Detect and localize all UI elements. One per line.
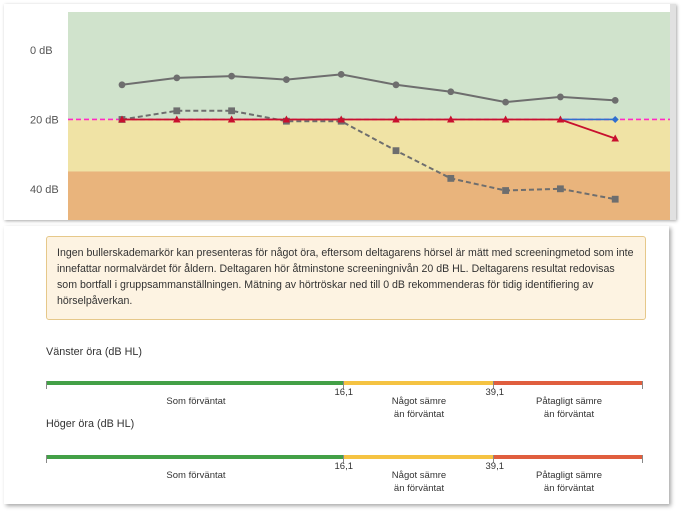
data-point-upper <box>228 72 236 80</box>
scale-tick <box>343 381 344 389</box>
left-ear-scale: 16,1 39,1 Som förväntat Något sämre än f… <box>46 381 643 441</box>
data-point-upper <box>447 88 455 96</box>
data-point-lower <box>392 147 400 155</box>
zone-mild <box>68 119 670 172</box>
right-ear-zone-expected-label: Som förväntat <box>166 470 226 481</box>
zone-reduced <box>68 171 670 220</box>
results-panel: Ingen bullerskademarkör kan presenteras … <box>4 226 669 504</box>
data-point-lower <box>228 107 235 115</box>
audiogram-chart: 0 dB 20 dB 40 dB <box>30 4 676 220</box>
data-point-lower <box>173 107 181 115</box>
y-tick-label: 0 dB <box>30 45 53 57</box>
scale-tick <box>642 381 643 389</box>
zone-normal <box>68 12 670 120</box>
right-ear-zone-somewhat-worse-label: Något sämre än förväntat <box>391 470 447 494</box>
data-point-screening-right <box>227 115 236 123</box>
left-ear-cutoff-2: 39,1 <box>485 387 505 398</box>
series-line-lower <box>121 109 616 201</box>
scale-tick <box>46 381 47 389</box>
left-ear-segment-markedly-worse <box>494 381 643 385</box>
left-ear-zone-markedly-worse-label: Påtagligt sämre än förväntat <box>535 396 602 420</box>
data-point-lower <box>557 185 564 193</box>
data-point-upper <box>557 93 564 101</box>
right-ear-scale: 16,1 39,1 Som förväntat Något sämre än f… <box>46 455 643 515</box>
data-point-screening-right <box>392 115 400 123</box>
data-point-screening-right <box>447 115 455 123</box>
left-ear-zone-expected-label: Som förväntat <box>166 396 226 407</box>
y-tick-label: 20 dB <box>30 114 59 126</box>
scale-tick <box>493 381 494 389</box>
data-point-screening-right <box>501 115 510 123</box>
right-ear-cutoff-2: 39,1 <box>485 461 505 472</box>
series-line-upper <box>121 73 616 104</box>
data-point-upper <box>392 81 400 89</box>
scale-tick <box>343 455 344 463</box>
data-point-upper <box>283 76 290 83</box>
notice-box: Ingen bullerskademarkör kan presenteras … <box>46 236 646 320</box>
scale-tick <box>46 455 47 463</box>
y-tick-label: 40 dB <box>30 184 59 196</box>
data-point-screening-drop <box>611 134 619 142</box>
right-ear-segment-markedly-worse <box>494 455 643 459</box>
chart-scrollbar[interactable] <box>670 4 676 220</box>
data-point-upper <box>173 74 181 82</box>
left-ear-segment-expected <box>46 381 344 385</box>
left-ear-title: Vänster öra (dB HL) <box>46 346 143 358</box>
left-ear-segment-somewhat-worse <box>344 381 494 385</box>
notice-text: Ingen bullerskademarkör kan presenteras … <box>57 247 634 307</box>
left-ear-zone-somewhat-worse-label: Något sämre än förväntat <box>391 396 447 420</box>
right-ear-segment-somewhat-worse <box>344 455 494 459</box>
data-point-screening-right <box>282 115 291 123</box>
data-point-lower <box>611 195 619 203</box>
scale-tick <box>642 455 643 463</box>
data-point-upper <box>502 98 509 106</box>
data-point-upper <box>118 81 126 89</box>
data-point-screening-extension <box>611 115 619 123</box>
data-point-lower <box>502 187 509 194</box>
right-ear-cutoff-1: 16,1 <box>334 461 354 472</box>
series-line-screening-drop <box>560 118 616 140</box>
audiogram-panel: 0 dB 20 dB 40 dB <box>4 4 676 220</box>
scale-tick <box>493 455 494 463</box>
data-point-screening-right <box>118 115 126 123</box>
data-point-upper <box>611 97 619 104</box>
right-ear-title: Höger öra (dB HL) <box>46 418 135 430</box>
data-point-upper <box>337 71 345 78</box>
data-point-screening-right <box>173 115 181 123</box>
right-ear-zone-markedly-worse-label: Påtagligt sämre än förväntat <box>535 470 602 494</box>
data-point-screening-right <box>337 115 345 123</box>
left-ear-cutoff-1: 16,1 <box>334 387 354 398</box>
data-point-lower <box>447 175 455 182</box>
right-ear-segment-expected <box>46 455 344 459</box>
